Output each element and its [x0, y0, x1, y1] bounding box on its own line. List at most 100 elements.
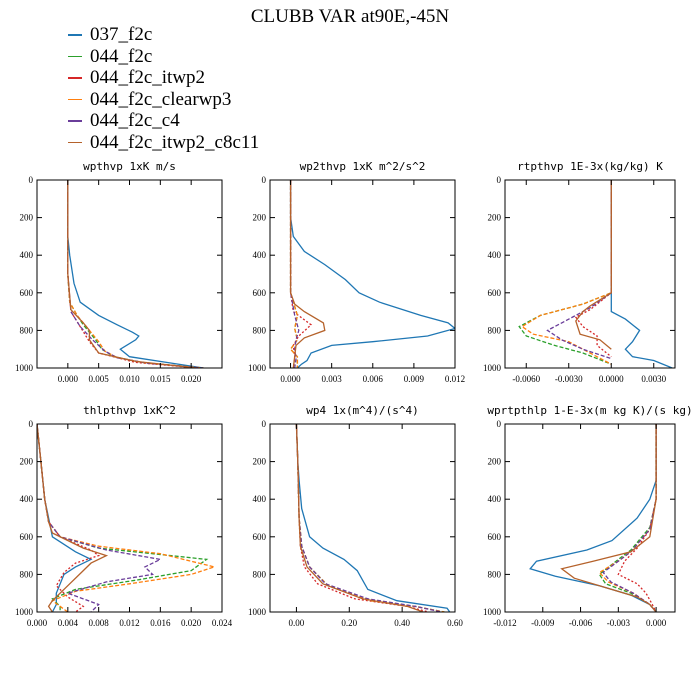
legend-swatch: [68, 77, 82, 79]
x-tick-label: 0.010: [119, 374, 140, 384]
x-tick-label: -0.0030: [555, 374, 583, 384]
series-line: [289, 180, 326, 368]
y-tick-label: 600: [488, 288, 502, 298]
x-tick-label: 0.012: [445, 374, 465, 384]
series-line: [520, 180, 612, 365]
y-tick-label: 200: [253, 213, 267, 223]
series-line: [67, 180, 204, 368]
chart-panel: wpthvp 1xK m/s 0 200 400 600 800 1000 0.000 0.00…: [15, 160, 223, 384]
series-group: [67, 180, 204, 368]
series-line: [37, 424, 217, 612]
y-tick-label: 0: [29, 419, 34, 429]
legend-label: 044_f2c_c4: [90, 110, 180, 131]
y-tick-label: 0: [497, 419, 502, 429]
y-tick-label: 200: [20, 213, 34, 223]
panel-frame: [36, 179, 223, 369]
panel-frame: [269, 179, 456, 369]
panel-title: wprtpthlp 1-E-3x(m kg K)/(s kg): [487, 404, 692, 417]
y-tick-label: 1000: [15, 607, 34, 617]
chart-panel: rtpthvp 1E-3x(kg/kg) K02004006008001000-…: [483, 160, 676, 384]
y-tick-label: 800: [488, 325, 502, 335]
y-tick-label: 400: [253, 250, 267, 260]
y-tick-label: 400: [20, 250, 34, 260]
y-tick-label: 600: [488, 532, 502, 542]
y-tick-label: 1000: [483, 363, 502, 373]
x-tick-label: 0.40: [394, 618, 410, 628]
series-line: [295, 424, 451, 612]
series-group: [529, 424, 657, 612]
series-line: [289, 180, 313, 368]
series-group: [37, 424, 217, 612]
x-tick-label: -0.006: [569, 618, 593, 628]
series-line: [575, 180, 612, 350]
series-group: [295, 424, 451, 612]
panel-title: wp2thvp 1xK m^2/s^2: [300, 160, 426, 173]
panel-frame: [504, 423, 676, 613]
x-tick-label: 0.015: [150, 374, 171, 384]
x-tick-label: -0.012: [493, 618, 516, 628]
panel-title: thlpthvp 1xK^2: [83, 404, 176, 417]
series-line: [289, 180, 300, 368]
x-tick-label: 0.024: [212, 618, 233, 628]
x-tick-label: 0.60: [447, 618, 463, 628]
x-tick-label: 0.000: [58, 374, 79, 384]
panel-title: wp4 1x(m^4)/(s^4): [306, 404, 419, 417]
y-tick-label: 1000: [483, 607, 502, 617]
chart-panel: wp4 1x(m^4)/(s^4) 0 200 400 600 800 1000 0.00 0.…: [248, 404, 463, 628]
y-tick-label: 400: [253, 494, 267, 504]
x-tick-label: 0.000: [646, 618, 667, 628]
legend-label: 044_f2c_itwp2_c8c11: [90, 131, 260, 153]
y-tick-label: 800: [253, 325, 267, 335]
y-tick-label: 600: [253, 532, 267, 542]
legend-swatch: [68, 120, 82, 122]
series-line: [598, 424, 657, 612]
series-line: [37, 424, 163, 612]
x-tick-label: 0.005: [89, 374, 110, 384]
series-line: [610, 180, 673, 368]
series-line: [67, 180, 198, 368]
y-tick-label: 600: [253, 288, 267, 298]
y-tick-label: 200: [253, 457, 267, 467]
legend-swatch: [68, 141, 82, 144]
x-tick-label: 0.020: [181, 374, 202, 384]
panel-title: rtpthvp 1E-3x(kg/kg) K: [517, 160, 663, 173]
series-group: [289, 180, 455, 368]
y-tick-label: 200: [488, 213, 502, 223]
series-line: [617, 424, 657, 612]
series-line: [289, 180, 299, 368]
series-line: [67, 180, 198, 368]
x-tick-label: 0.020: [181, 618, 202, 628]
legend-swatch: [68, 98, 82, 101]
y-tick-label: 800: [20, 569, 34, 579]
x-tick-label: 0.003: [322, 374, 343, 384]
x-tick-label: 0.012: [119, 618, 139, 628]
x-tick-label: 0.009: [404, 374, 425, 384]
series-line: [574, 180, 612, 358]
y-tick-label: 1000: [15, 363, 34, 373]
series-group: [518, 180, 673, 368]
y-tick-label: 200: [488, 457, 502, 467]
series-line: [37, 424, 93, 612]
panel-title: wpthvp 1xK m/s: [83, 160, 176, 173]
y-tick-label: 0: [29, 175, 34, 185]
x-tick-label: -0.003: [607, 618, 631, 628]
y-tick-label: 600: [20, 532, 34, 542]
y-tick-label: 200: [20, 457, 34, 467]
y-tick-label: 600: [20, 288, 34, 298]
y-tick-label: 800: [488, 569, 502, 579]
legend-label: 044_f2c: [90, 45, 153, 67]
y-tick-label: 400: [488, 494, 502, 504]
series-line: [295, 424, 429, 612]
legend-label: 044_f2c_clearwp3: [90, 88, 232, 110]
y-tick-label: 1000: [248, 607, 267, 617]
x-tick-label: 0.000: [280, 374, 301, 384]
series-line: [37, 424, 209, 612]
y-tick-label: 800: [20, 325, 34, 335]
legend-label: 037_f2c: [90, 24, 153, 45]
y-tick-label: 800: [253, 569, 267, 579]
y-tick-label: 0: [262, 175, 267, 185]
figure-title: CLUBB VAR at90E,-45N: [250, 6, 450, 27]
series-line: [560, 424, 657, 612]
